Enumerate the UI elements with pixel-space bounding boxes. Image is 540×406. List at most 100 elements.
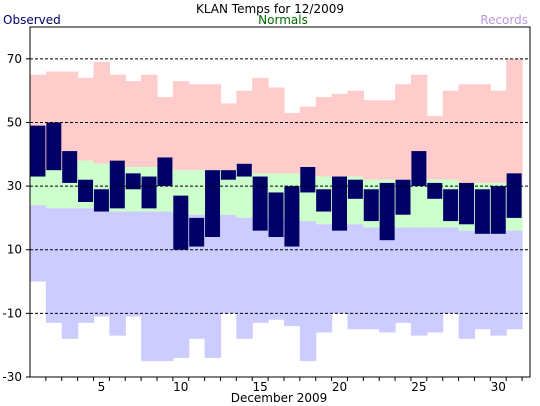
record-low-bar: [347, 224, 364, 330]
observed-range-bar: [363, 189, 379, 222]
chart-bars: [30, 58, 523, 362]
y-tick-label: 10: [7, 243, 22, 257]
observed-range-bar: [474, 189, 490, 234]
observed-range-bar: [332, 176, 348, 231]
record-high-bar: [188, 84, 206, 171]
observed-range-bar: [347, 179, 363, 199]
x-tick-label: 5: [98, 380, 106, 394]
observed-range-bar: [316, 189, 332, 212]
y-tick-label: 30: [7, 179, 22, 193]
y-tick-label: 50: [7, 115, 22, 129]
record-high-bar: [363, 100, 380, 180]
record-low-bar: [379, 227, 396, 333]
observed-range-bar: [109, 160, 125, 209]
observed-range-bar: [379, 182, 395, 241]
record-high-bar: [236, 90, 253, 171]
record-low-bar: [410, 227, 428, 336]
record-low-bar: [458, 230, 476, 339]
record-high-bar: [490, 90, 507, 183]
normal-range-bar: [220, 170, 237, 215]
x-tick-label: 20: [332, 380, 347, 394]
record-low-bar: [426, 227, 444, 333]
record-low-bar: [109, 211, 126, 336]
record-high-bar: [61, 71, 79, 164]
record-high-bar: [125, 81, 142, 167]
observed-range-bar: [62, 151, 78, 183]
observed-range-bar: [252, 176, 268, 231]
observed-range-bar: [189, 217, 205, 247]
observed-range-bar: [395, 179, 411, 215]
legend-normals: Normals: [258, 13, 308, 27]
record-low-bar: [141, 211, 158, 362]
observed-range-bar: [78, 179, 94, 202]
record-high-bar: [204, 84, 222, 171]
record-low-bar: [93, 208, 110, 317]
record-low-bar: [172, 214, 190, 358]
observed-range-bar: [411, 151, 427, 187]
record-high-bar: [220, 103, 237, 171]
observed-range-bar: [205, 170, 221, 237]
observed-range-bar: [220, 170, 236, 180]
record-low-bar: [490, 230, 507, 336]
y-tick-label: -10: [2, 306, 22, 320]
record-high-bar: [252, 77, 269, 174]
normal-range-bar: [45, 170, 63, 209]
record-high-bar: [315, 97, 333, 177]
observed-range-bar: [443, 189, 459, 222]
record-high-bar: [141, 74, 158, 167]
x-tick-label: 10: [173, 380, 188, 394]
record-low-bar: [30, 205, 47, 282]
record-low-bar: [125, 211, 142, 317]
record-high-bar: [379, 100, 396, 180]
record-low-bar: [45, 208, 63, 323]
normal-range-bar: [30, 173, 47, 206]
record-high-bar: [268, 87, 285, 174]
record-low-bar: [442, 227, 460, 314]
record-low-bar: [77, 208, 95, 323]
axis-ticks: 70 50 30 10 -10 -30 5 10 15 20 25 30: [2, 52, 523, 394]
record-low-bar: [299, 221, 317, 362]
observed-range-bar: [427, 182, 443, 199]
observed-range-bar: [284, 186, 300, 247]
record-high-bar: [299, 106, 317, 177]
observed-range-bar: [93, 189, 109, 212]
record-low-bar: [204, 214, 222, 358]
record-high-bar: [474, 84, 491, 183]
observed-range-bar: [46, 122, 62, 171]
normal-range-bar: [410, 179, 428, 228]
record-high-bar: [426, 116, 444, 180]
plot-frame: [29, 26, 531, 378]
record-high-bar: [331, 93, 349, 177]
x-tick-label: 25: [411, 380, 426, 394]
record-low-bar: [156, 211, 174, 362]
observed-range-bar: [30, 125, 46, 177]
record-high-bar: [347, 90, 364, 177]
observed-range-bar: [141, 176, 157, 209]
x-axis-label: December 2009: [231, 391, 328, 405]
observed-range-bar: [506, 173, 522, 218]
record-high-bar: [93, 62, 110, 164]
record-low-bar: [252, 217, 269, 323]
observed-range-bar: [157, 157, 173, 187]
record-low-bar: [236, 217, 253, 339]
record-low-bar: [331, 224, 349, 314]
record-low-bar: [283, 221, 301, 327]
chart-title: KLAN Temps for 12/2009: [196, 2, 344, 16]
record-high-bar: [77, 77, 95, 161]
normal-range-bar: [236, 170, 253, 218]
observed-range-bar: [173, 195, 189, 250]
observed-range-bar: [125, 173, 141, 190]
record-high-bar: [395, 84, 412, 180]
chart-gridlines: [30, 58, 530, 314]
record-low-bar: [363, 227, 380, 330]
y-tick-label: -30: [2, 370, 22, 384]
record-high-bar: [442, 90, 460, 180]
record-low-bar: [61, 208, 79, 339]
record-low-bar: [506, 230, 523, 330]
normal-range-bar: [188, 170, 206, 215]
observed-range-bar: [459, 182, 475, 225]
observed-range-bar: [236, 163, 252, 177]
record-high-bar: [458, 84, 476, 183]
x-tick-label: 15: [253, 380, 268, 394]
